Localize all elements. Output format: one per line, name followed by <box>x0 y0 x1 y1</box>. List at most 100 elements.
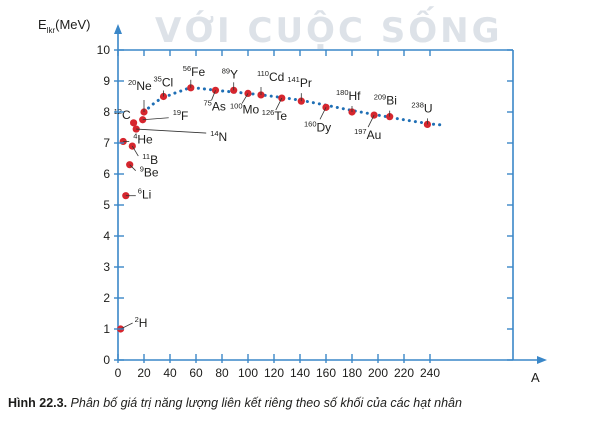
nuclide-label: 2H <box>135 315 148 330</box>
y-tick-label: 2 <box>103 291 110 305</box>
nuclide-label: 238U <box>411 100 432 115</box>
nuclide-label: 11B <box>142 152 158 167</box>
mass-number: 180 <box>336 88 349 97</box>
leader-line <box>131 145 139 157</box>
x-tick-label: 240 <box>420 366 440 380</box>
mass-number: 6 <box>138 187 142 196</box>
trend-curve <box>142 86 445 127</box>
x-tick-label: 40 <box>163 366 177 380</box>
nuclide-label: 160Dy <box>304 119 331 134</box>
element-symbol: Ne <box>136 79 152 93</box>
mass-number: 209 <box>374 93 387 102</box>
leader-line <box>136 128 207 134</box>
mass-number: 9 <box>140 165 144 174</box>
element-symbol: He <box>137 132 153 146</box>
x-axis-title: A <box>531 370 540 385</box>
element-symbol: Dy <box>317 120 332 134</box>
y-tick-label: 6 <box>103 167 110 181</box>
element-symbol: Li <box>142 188 151 202</box>
mass-number: 4 <box>133 131 137 140</box>
y-tick-label: 8 <box>103 105 110 119</box>
x-tick-label: 120 <box>264 366 284 380</box>
nuclide-label: 19F <box>173 108 189 123</box>
data-point <box>128 142 136 150</box>
nuclide-label: 9Be <box>140 165 159 180</box>
y-axis-title: Elkr(MeV) <box>38 17 91 35</box>
y-tick-label: 4 <box>103 229 110 243</box>
mass-number: 100 <box>230 101 243 110</box>
mass-number: 197 <box>354 127 367 136</box>
x-tick-label: 200 <box>368 366 388 380</box>
mass-number: 110 <box>257 69 269 78</box>
element-symbol: Bi <box>386 94 397 108</box>
binding-energy-chart: VỚI CUỘC SỐNG 2H6Li9Be11B4He12C14N19F20N… <box>38 6 547 385</box>
axis-titles: Elkr(MeV) A <box>38 17 540 385</box>
element-symbol: B <box>150 153 158 167</box>
nuclide-label: 110Cd <box>257 69 284 84</box>
element-symbol: As <box>212 99 226 113</box>
element-symbol: Be <box>144 166 159 180</box>
leader-line <box>142 117 169 121</box>
element-symbol: H <box>139 316 148 330</box>
nuclide-label: 20Ne <box>128 78 152 93</box>
y-axis-title-unit: (MeV) <box>55 17 90 32</box>
x-tick-label: 80 <box>215 366 229 380</box>
leader-line <box>367 114 375 128</box>
mass-number: 11 <box>142 152 150 161</box>
leader-line <box>319 107 327 120</box>
x-tick-label: 100 <box>238 366 258 380</box>
data-point <box>132 125 140 133</box>
y-axis-title-main: E <box>38 17 47 32</box>
nuclide-label: 12C <box>114 107 131 122</box>
mass-number: 20 <box>128 78 136 87</box>
y-tick-label: 10 <box>97 43 111 57</box>
y-tick-label: 7 <box>103 136 110 150</box>
x-tick-label: 0 <box>115 366 122 380</box>
nuclide-label: 126Te <box>262 108 288 123</box>
nuclide-label: 4He <box>133 131 153 146</box>
dotted-trend-line <box>142 86 445 127</box>
mass-number: 160 <box>304 119 317 128</box>
x-tick-label: 180 <box>342 366 362 380</box>
y-tick-label: 9 <box>103 74 110 88</box>
mass-number: 2 <box>135 315 139 324</box>
nuclide-label: 14N <box>210 129 227 144</box>
element-symbol: U <box>424 101 433 115</box>
x-tick-label: 140 <box>290 366 310 380</box>
element-symbol: F <box>181 109 188 123</box>
caption-text: Phân bố giá trị năng lượng liên kết riên… <box>70 396 462 410</box>
leader-line <box>241 93 249 104</box>
element-symbol: Te <box>274 109 287 123</box>
x-tick-label: 160 <box>316 366 336 380</box>
element-symbol: Y <box>230 67 238 81</box>
element-symbol: N <box>219 130 228 144</box>
data-point <box>130 119 138 127</box>
element-symbol: Cd <box>269 70 284 84</box>
nuclide-label: 141Pr <box>287 75 312 90</box>
element-symbol: Au <box>367 128 382 142</box>
leader-line <box>120 322 133 330</box>
nuclide-label: 56Fe <box>183 64 206 79</box>
element-symbol: Cl <box>162 76 173 90</box>
y-tick-label: 3 <box>103 260 110 274</box>
y-tick-label: 5 <box>103 198 110 212</box>
mass-number: 126 <box>262 108 275 117</box>
mass-number: 89 <box>222 66 230 75</box>
x-axis-arrow <box>537 356 547 364</box>
nuclide-label: 89Y <box>222 66 238 81</box>
x-tick-label: 220 <box>394 366 414 380</box>
element-symbol: Fe <box>191 65 205 79</box>
mass-number: 141 <box>287 75 300 84</box>
nuclide-labels: 2H6Li9Be11B4He12C14N19F20Ne35Cl56Fe75As8… <box>114 64 433 330</box>
element-symbol: Mo <box>243 102 260 116</box>
nuclide-label: 180Hf <box>336 88 361 103</box>
y-axis-arrow <box>114 24 122 34</box>
nuclide-label: 100Mo <box>230 101 260 116</box>
leader-line <box>275 97 283 111</box>
mass-number: 19 <box>173 108 181 117</box>
leader-line <box>129 164 136 171</box>
mass-number: 75 <box>204 98 212 107</box>
figure-caption: Hình 22.3. Phân bố giá trị năng lượng li… <box>8 396 598 410</box>
nuclide-label: 197Au <box>354 127 381 142</box>
